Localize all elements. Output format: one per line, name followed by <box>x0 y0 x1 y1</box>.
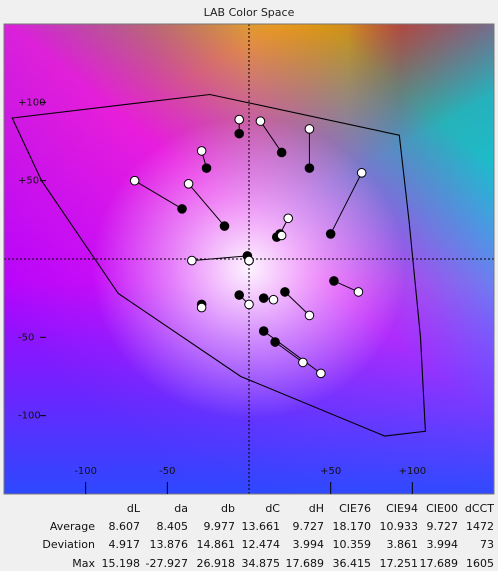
connector-9 <box>191 255 248 262</box>
measured-point-1 <box>276 147 287 158</box>
stat-cell: 15.198 <box>101 557 141 570</box>
connector-16 <box>274 341 304 363</box>
column-header: dC <box>265 502 280 515</box>
stat-cell: 36.415 <box>332 557 372 570</box>
stat-cell: 12.474 <box>241 538 281 551</box>
tick-labels: +100 +50 -50 -100 -100 -50 +50 +100 <box>18 97 426 494</box>
measured-point-2 <box>304 163 315 173</box>
x-tick-label: +50 <box>320 466 341 477</box>
target-point-8 <box>276 230 287 241</box>
measured-point-13 <box>258 293 269 303</box>
target-point-17 <box>316 368 326 379</box>
target-point-5 <box>183 179 194 189</box>
stat-cell: 34.875 <box>241 557 281 570</box>
x-tick-label: -50 <box>159 466 175 477</box>
stats-table: dL da db dC dH CIE76 CIE94 CIE00 dCCT Average 8.60… <box>0 496 498 571</box>
column-header: dL <box>126 502 140 515</box>
y-tick-label: -50 <box>18 332 34 343</box>
connector-5 <box>188 183 225 227</box>
stat-cell: 17.689 <box>419 557 459 570</box>
gamut-polygon <box>11 93 426 437</box>
target-point-4 <box>129 175 140 186</box>
y-tick-label: +100 <box>18 97 45 108</box>
stat-cell: 8.607 <box>108 520 141 533</box>
target-point-14 <box>244 299 254 310</box>
target-point-11 <box>353 287 364 297</box>
stat-cell: 73 <box>480 538 494 551</box>
measured-point-11 <box>329 276 339 286</box>
row-label: Average <box>49 520 95 533</box>
target-point-1 <box>255 116 266 126</box>
stat-cell: 17.251 <box>379 557 419 570</box>
lab-chart: +100 +50 -50 -100 -100 -50 +50 +100 <box>3 23 495 495</box>
x-tick-label: +100 <box>399 466 426 477</box>
connector-12 <box>284 291 310 316</box>
target-point-16 <box>298 357 308 368</box>
stat-cell: 3.994 <box>292 538 325 551</box>
y-tick-label: +50 <box>18 176 39 187</box>
measured-point-16 <box>270 337 280 347</box>
target-point-7 <box>283 213 294 224</box>
chart-title: LAB Color Space <box>203 6 295 19</box>
stat-cell: 3.861 <box>386 538 419 551</box>
stat-cell: 10.359 <box>332 538 372 551</box>
y-tick-label: -100 <box>18 411 41 422</box>
row-label: Deviation <box>42 538 95 551</box>
column-header: db <box>221 502 235 515</box>
column-header: dH <box>308 502 324 515</box>
stat-cell: 9.727 <box>426 520 459 533</box>
stat-cell: 3.994 <box>426 538 459 551</box>
stat-cell: -27.927 <box>145 557 188 570</box>
measured-point-0 <box>234 128 244 139</box>
column-header: dCCT <box>464 502 494 515</box>
stat-cell: 9.977 <box>203 520 236 533</box>
connector-6 <box>330 172 363 235</box>
stat-cell: 8.405 <box>156 520 189 533</box>
target-point-6 <box>356 168 367 178</box>
stat-cell: 4.917 <box>108 538 141 551</box>
stat-cell: 1605 <box>466 557 494 570</box>
connector-1 <box>260 120 283 153</box>
target-point-3 <box>196 146 207 156</box>
target-point-0 <box>234 114 244 125</box>
x-tick-label: -100 <box>74 466 97 477</box>
stat-cell: 10.933 <box>379 520 419 533</box>
stat-cell: 26.918 <box>196 557 236 570</box>
plot-border <box>3 23 495 495</box>
stat-cell: 1472 <box>466 520 494 533</box>
stat-cell: 13.661 <box>241 520 281 533</box>
target-point-10 <box>244 255 254 266</box>
column-header: CIE76 <box>339 502 371 515</box>
stat-cell: 17.689 <box>285 557 325 570</box>
target-point-9 <box>187 255 197 266</box>
stat-cell: 18.170 <box>332 520 372 533</box>
target-point-12 <box>304 310 315 321</box>
target-point-13 <box>268 294 279 305</box>
connector-4 <box>134 180 183 210</box>
measured-point-6 <box>325 229 336 239</box>
stat-cell: 13.876 <box>149 538 189 551</box>
stat-cell: 14.861 <box>196 538 236 551</box>
measured-point-3 <box>201 163 212 173</box>
measured-point-17 <box>258 326 269 336</box>
points <box>129 114 367 379</box>
stat-cell: 9.727 <box>292 520 325 533</box>
measured-point-12 <box>280 287 290 297</box>
target-point-2 <box>304 124 315 134</box>
row-label: Max <box>72 557 95 570</box>
column-header: da <box>174 502 188 515</box>
column-header: CIE00 <box>426 502 458 515</box>
measured-point-4 <box>177 204 187 214</box>
column-header: CIE94 <box>386 502 418 515</box>
measured-point-14 <box>234 290 244 300</box>
measured-point-5 <box>219 221 230 231</box>
gamut-outline <box>11 93 426 437</box>
target-point-15 <box>196 302 207 313</box>
